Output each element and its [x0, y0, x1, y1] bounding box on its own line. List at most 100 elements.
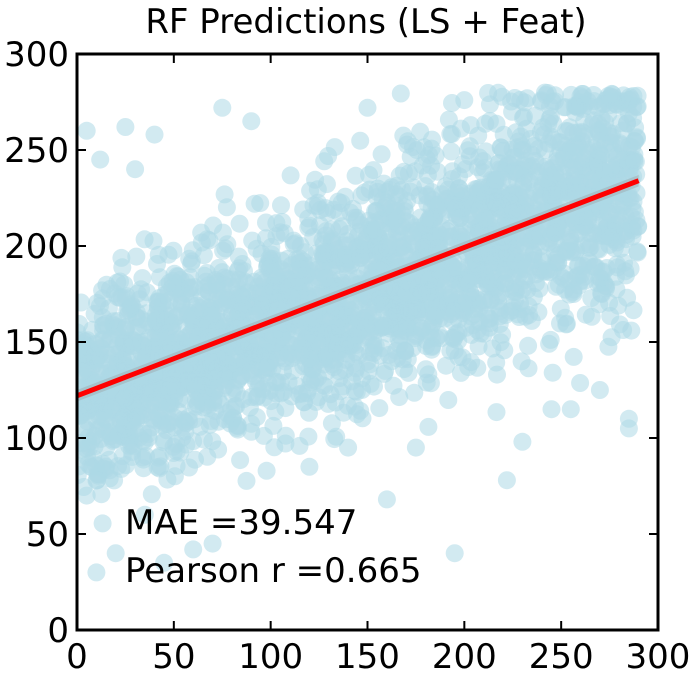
- data-point: [230, 214, 249, 233]
- data-point: [106, 544, 125, 563]
- data-point: [292, 260, 311, 279]
- data-point: [428, 239, 447, 258]
- data-point: [204, 393, 223, 412]
- data-point: [339, 438, 358, 457]
- data-point: [348, 269, 367, 288]
- data-point: [164, 241, 183, 260]
- data-point: [619, 91, 638, 110]
- data-point: [406, 438, 425, 457]
- data-point: [561, 400, 580, 419]
- data-point: [116, 289, 135, 308]
- data-point: [209, 259, 228, 277]
- data-point: [491, 138, 510, 157]
- data-point: [491, 333, 510, 352]
- y-tick-label: 100: [4, 419, 69, 459]
- data-point: [182, 252, 201, 271]
- data-point: [391, 84, 410, 103]
- data-point: [95, 394, 114, 413]
- x-tick-label: 250: [529, 637, 594, 675]
- data-point: [300, 349, 319, 368]
- data-point: [422, 209, 441, 228]
- data-point: [315, 152, 334, 171]
- data-point: [198, 447, 217, 466]
- data-point: [279, 372, 298, 391]
- data-point: [330, 334, 348, 353]
- data-point: [599, 337, 618, 356]
- data-point: [300, 367, 319, 386]
- data-point: [541, 330, 560, 349]
- data-point: [157, 394, 176, 413]
- data-point: [179, 371, 198, 390]
- mae-annotation: MAE =39.547: [125, 503, 357, 543]
- data-point: [489, 154, 508, 173]
- data-point: [78, 402, 97, 421]
- data-point: [265, 438, 284, 457]
- y-tick-label: 150: [4, 323, 69, 363]
- data-point: [619, 151, 638, 170]
- data-point: [253, 360, 272, 379]
- data-point: [112, 459, 131, 478]
- data-point: [231, 451, 250, 470]
- data-point: [515, 183, 534, 202]
- data-point: [427, 292, 446, 311]
- data-point: [360, 180, 379, 199]
- data-point: [93, 289, 112, 308]
- data-point: [151, 329, 169, 348]
- data-point: [595, 227, 614, 246]
- data-point: [564, 347, 583, 366]
- y-tick-label: 300: [4, 35, 69, 75]
- data-point: [565, 143, 584, 162]
- data-point: [228, 420, 247, 439]
- data-point: [551, 299, 570, 318]
- data-point: [589, 114, 608, 133]
- data-point: [127, 376, 146, 395]
- data-point: [506, 148, 525, 166]
- data-point: [489, 83, 508, 102]
- data-point: [395, 360, 413, 379]
- data-point: [576, 271, 595, 290]
- data-point: [240, 336, 259, 355]
- data-point: [525, 226, 544, 245]
- data-point: [310, 336, 329, 355]
- regression-line: [77, 178, 640, 399]
- data-point: [590, 381, 609, 399]
- data-point: [245, 194, 264, 213]
- y-tick-label: 0: [47, 611, 69, 651]
- data-point: [157, 415, 176, 433]
- data-point: [308, 269, 327, 288]
- data-point: [135, 230, 154, 249]
- data-point: [473, 163, 492, 182]
- data-point: [538, 219, 557, 238]
- data-point: [127, 247, 146, 266]
- data-point: [229, 247, 248, 266]
- data-point: [392, 238, 411, 257]
- data-point: [276, 426, 295, 445]
- data-point: [536, 141, 554, 159]
- data-point: [590, 268, 609, 287]
- data-point: [368, 259, 387, 278]
- data-point: [257, 461, 276, 480]
- data-point: [294, 393, 313, 412]
- data-point: [165, 467, 184, 486]
- data-point: [87, 563, 106, 582]
- data-point: [422, 340, 441, 359]
- data-point: [217, 198, 236, 217]
- data-point: [93, 514, 112, 533]
- data-point: [348, 208, 367, 227]
- data-point: [526, 274, 545, 292]
- data-point: [175, 412, 194, 431]
- data-point: [613, 197, 632, 216]
- data-point: [412, 284, 431, 303]
- data-point: [181, 278, 200, 297]
- data-point: [575, 207, 594, 226]
- data-point: [497, 471, 516, 490]
- data-point: [218, 404, 237, 423]
- data-point: [237, 471, 256, 490]
- data-point: [300, 457, 319, 476]
- data-point: [200, 231, 219, 250]
- x-tick-label: 300: [626, 637, 690, 675]
- data-point: [134, 431, 153, 450]
- data-point: [366, 220, 385, 239]
- data-point: [475, 290, 494, 309]
- chart-title: RF Predictions (LS + Feat): [145, 2, 586, 42]
